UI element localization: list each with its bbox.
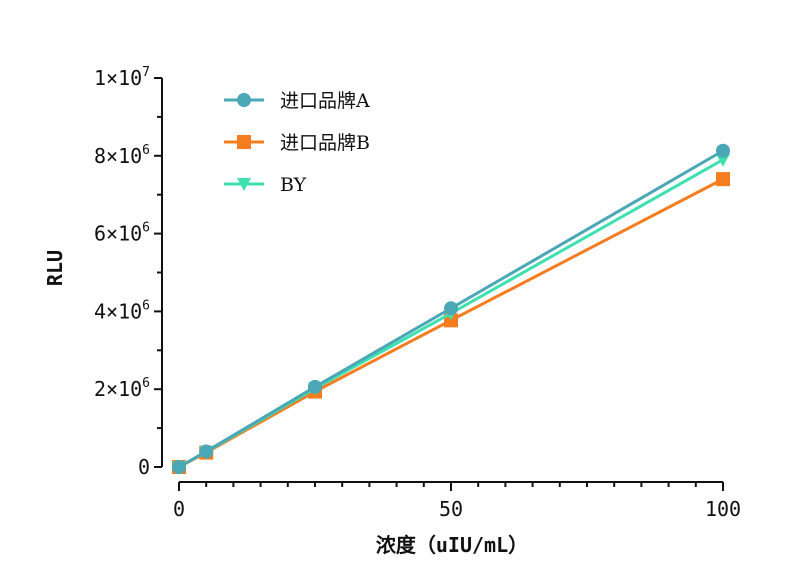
data-point bbox=[444, 301, 458, 316]
y-tick-exponent: 6 bbox=[142, 298, 150, 313]
x-tick-label: 50 bbox=[439, 497, 463, 521]
y-tick-label: 8×106 bbox=[94, 143, 150, 168]
y-tick-label: 0 bbox=[138, 455, 150, 479]
y-tick-exponent: 6 bbox=[142, 376, 150, 391]
legend-marker bbox=[237, 93, 251, 107]
legend-marker bbox=[237, 135, 251, 149]
data-point bbox=[716, 143, 730, 158]
x-tick-label: 0 bbox=[173, 497, 185, 521]
legend: 进口品牌A 进口品牌B BY bbox=[224, 90, 370, 196]
data-point bbox=[199, 444, 214, 459]
y-tick-label: 6×106 bbox=[94, 221, 150, 246]
legend-label: 进口品牌A bbox=[280, 90, 370, 112]
data-point bbox=[716, 153, 730, 167]
data-point bbox=[172, 460, 186, 474]
ticks: 0 2×106 4×106 6×106 8×106 1×107 0 50 100 bbox=[94, 65, 741, 521]
x-axis-title: 浓度（uIU/mL） bbox=[376, 533, 528, 557]
series-group bbox=[172, 143, 730, 474]
y-tick-label: 1×107 bbox=[94, 65, 150, 90]
data-point bbox=[308, 379, 322, 394]
y-tick-exponent: 6 bbox=[142, 143, 150, 158]
legend-marker bbox=[237, 178, 251, 191]
y-tick-label: 4×106 bbox=[94, 298, 150, 323]
x-tick-label: 100 bbox=[705, 497, 741, 521]
y-axis-title: RLU bbox=[43, 250, 67, 286]
legend-label: BY bbox=[280, 174, 307, 196]
y-tick-exponent: 6 bbox=[142, 221, 150, 236]
y-tick-label: 2×106 bbox=[94, 376, 150, 401]
data-point bbox=[716, 172, 730, 187]
y-tick-exponent: 7 bbox=[142, 65, 150, 80]
legend-label: 进口品牌B bbox=[280, 132, 370, 154]
